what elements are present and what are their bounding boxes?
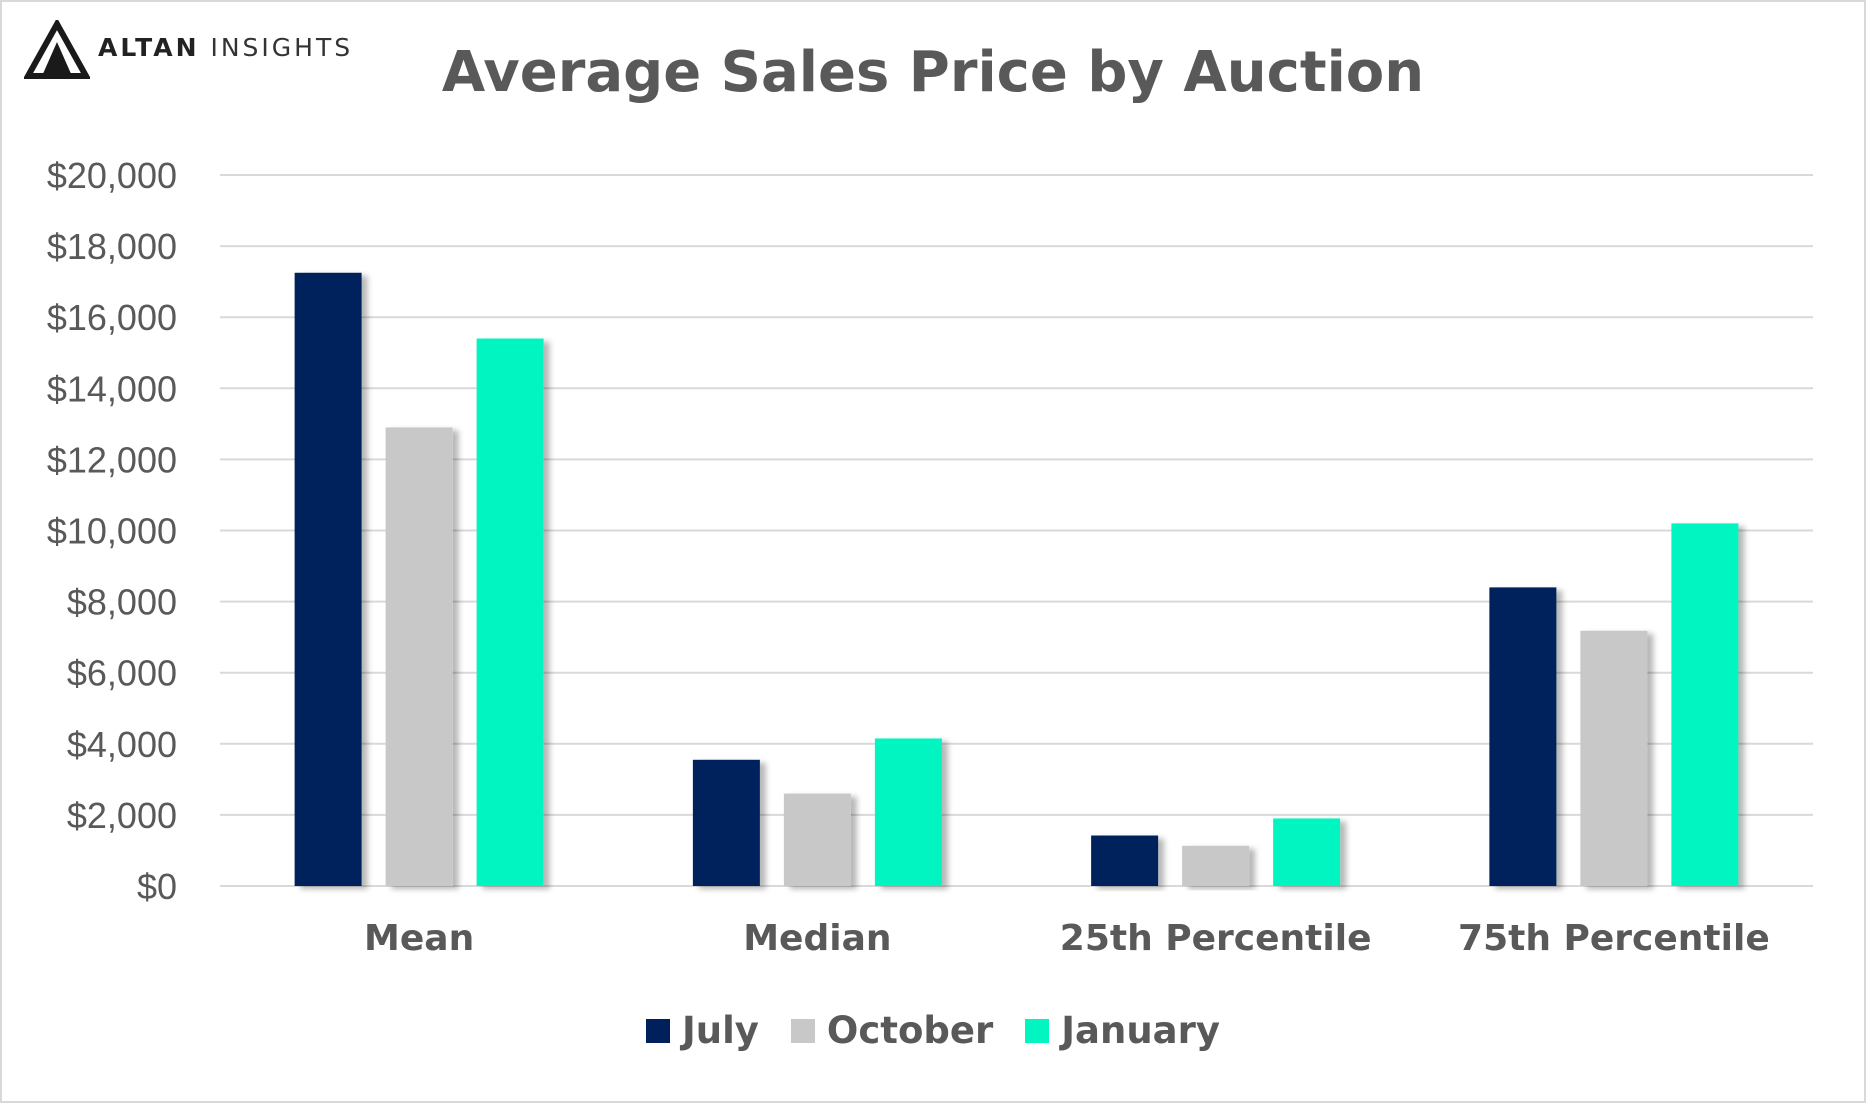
- legend: July October January: [0, 1006, 1866, 1056]
- y-tick-label: $16,000: [47, 297, 177, 338]
- brand-name-light: INSIGHTS: [210, 32, 354, 62]
- bar-75th-percentile-july: [1489, 587, 1557, 886]
- bar-25th-percentile-january: [1273, 818, 1341, 886]
- y-tick-label: $6,000: [67, 653, 177, 694]
- x-tick-label-25th-percentile: 25th Percentile: [1060, 918, 1372, 959]
- bar-25th-percentile-october: [1182, 845, 1250, 886]
- legend-item-october: October: [790, 1006, 994, 1056]
- y-tick-label: $0: [137, 866, 177, 907]
- legend-label-july: July: [682, 1009, 759, 1052]
- bar-mean-october: [385, 427, 453, 886]
- x-tick-label-median: Median: [743, 918, 891, 959]
- y-tick-label: $20,000: [47, 155, 177, 196]
- bar-median-october: [783, 793, 851, 886]
- bar-75th-percentile-october: [1580, 630, 1648, 886]
- x-axis-ticks: Mean Median 25th Percentile 75th Percentile: [364, 918, 1770, 959]
- bar-median-july: [692, 759, 760, 886]
- legend-swatch-july: [646, 1019, 670, 1043]
- brand-name: ALTAN INSIGHTS: [98, 33, 353, 62]
- legend-swatch-october: [790, 1019, 815, 1043]
- bar-mean-january: [476, 338, 544, 886]
- brand-logo: ALTAN INSIGHTS: [24, 20, 353, 80]
- brand-name-strong: ALTAN: [98, 32, 200, 62]
- y-axis-ticks: $0 $2,000 $4,000 $6,000 $8,000 $10,000 $12,000…: [47, 155, 177, 907]
- x-tick-label-mean: Mean: [364, 918, 474, 959]
- y-tick-label: $2,000: [67, 795, 177, 836]
- bar-75th-percentile-january: [1671, 523, 1739, 886]
- y-tick-label: $8,000: [67, 582, 177, 623]
- gridlines: [220, 174, 1813, 887]
- legend-label-october: October: [826, 1009, 994, 1052]
- y-tick-label: $18,000: [47, 226, 177, 267]
- legend-item-january: January: [1025, 1006, 1220, 1056]
- chart-title: Average Sales Price by Auction: [441, 40, 1425, 105]
- bars: [294, 272, 1739, 886]
- legend-item-july: July: [646, 1006, 759, 1056]
- y-tick-label: $10,000: [47, 511, 177, 552]
- bar-chart: $0 $2,000 $4,000 $6,000 $8,000 $10,000 $12,000…: [47, 155, 1813, 959]
- x-tick-label-75th-percentile: 75th Percentile: [1458, 918, 1770, 959]
- legend-swatch-january: [1025, 1019, 1050, 1043]
- altan-logo-icon: [24, 20, 90, 79]
- y-tick-label: $14,000: [47, 368, 177, 409]
- y-tick-label: $12,000: [47, 439, 177, 480]
- bar-25th-percentile-july: [1091, 835, 1159, 886]
- legend-label-january: January: [1061, 1009, 1220, 1052]
- bar-median-january: [874, 738, 942, 886]
- bar-mean-july: [294, 272, 362, 886]
- y-tick-label: $4,000: [67, 724, 177, 765]
